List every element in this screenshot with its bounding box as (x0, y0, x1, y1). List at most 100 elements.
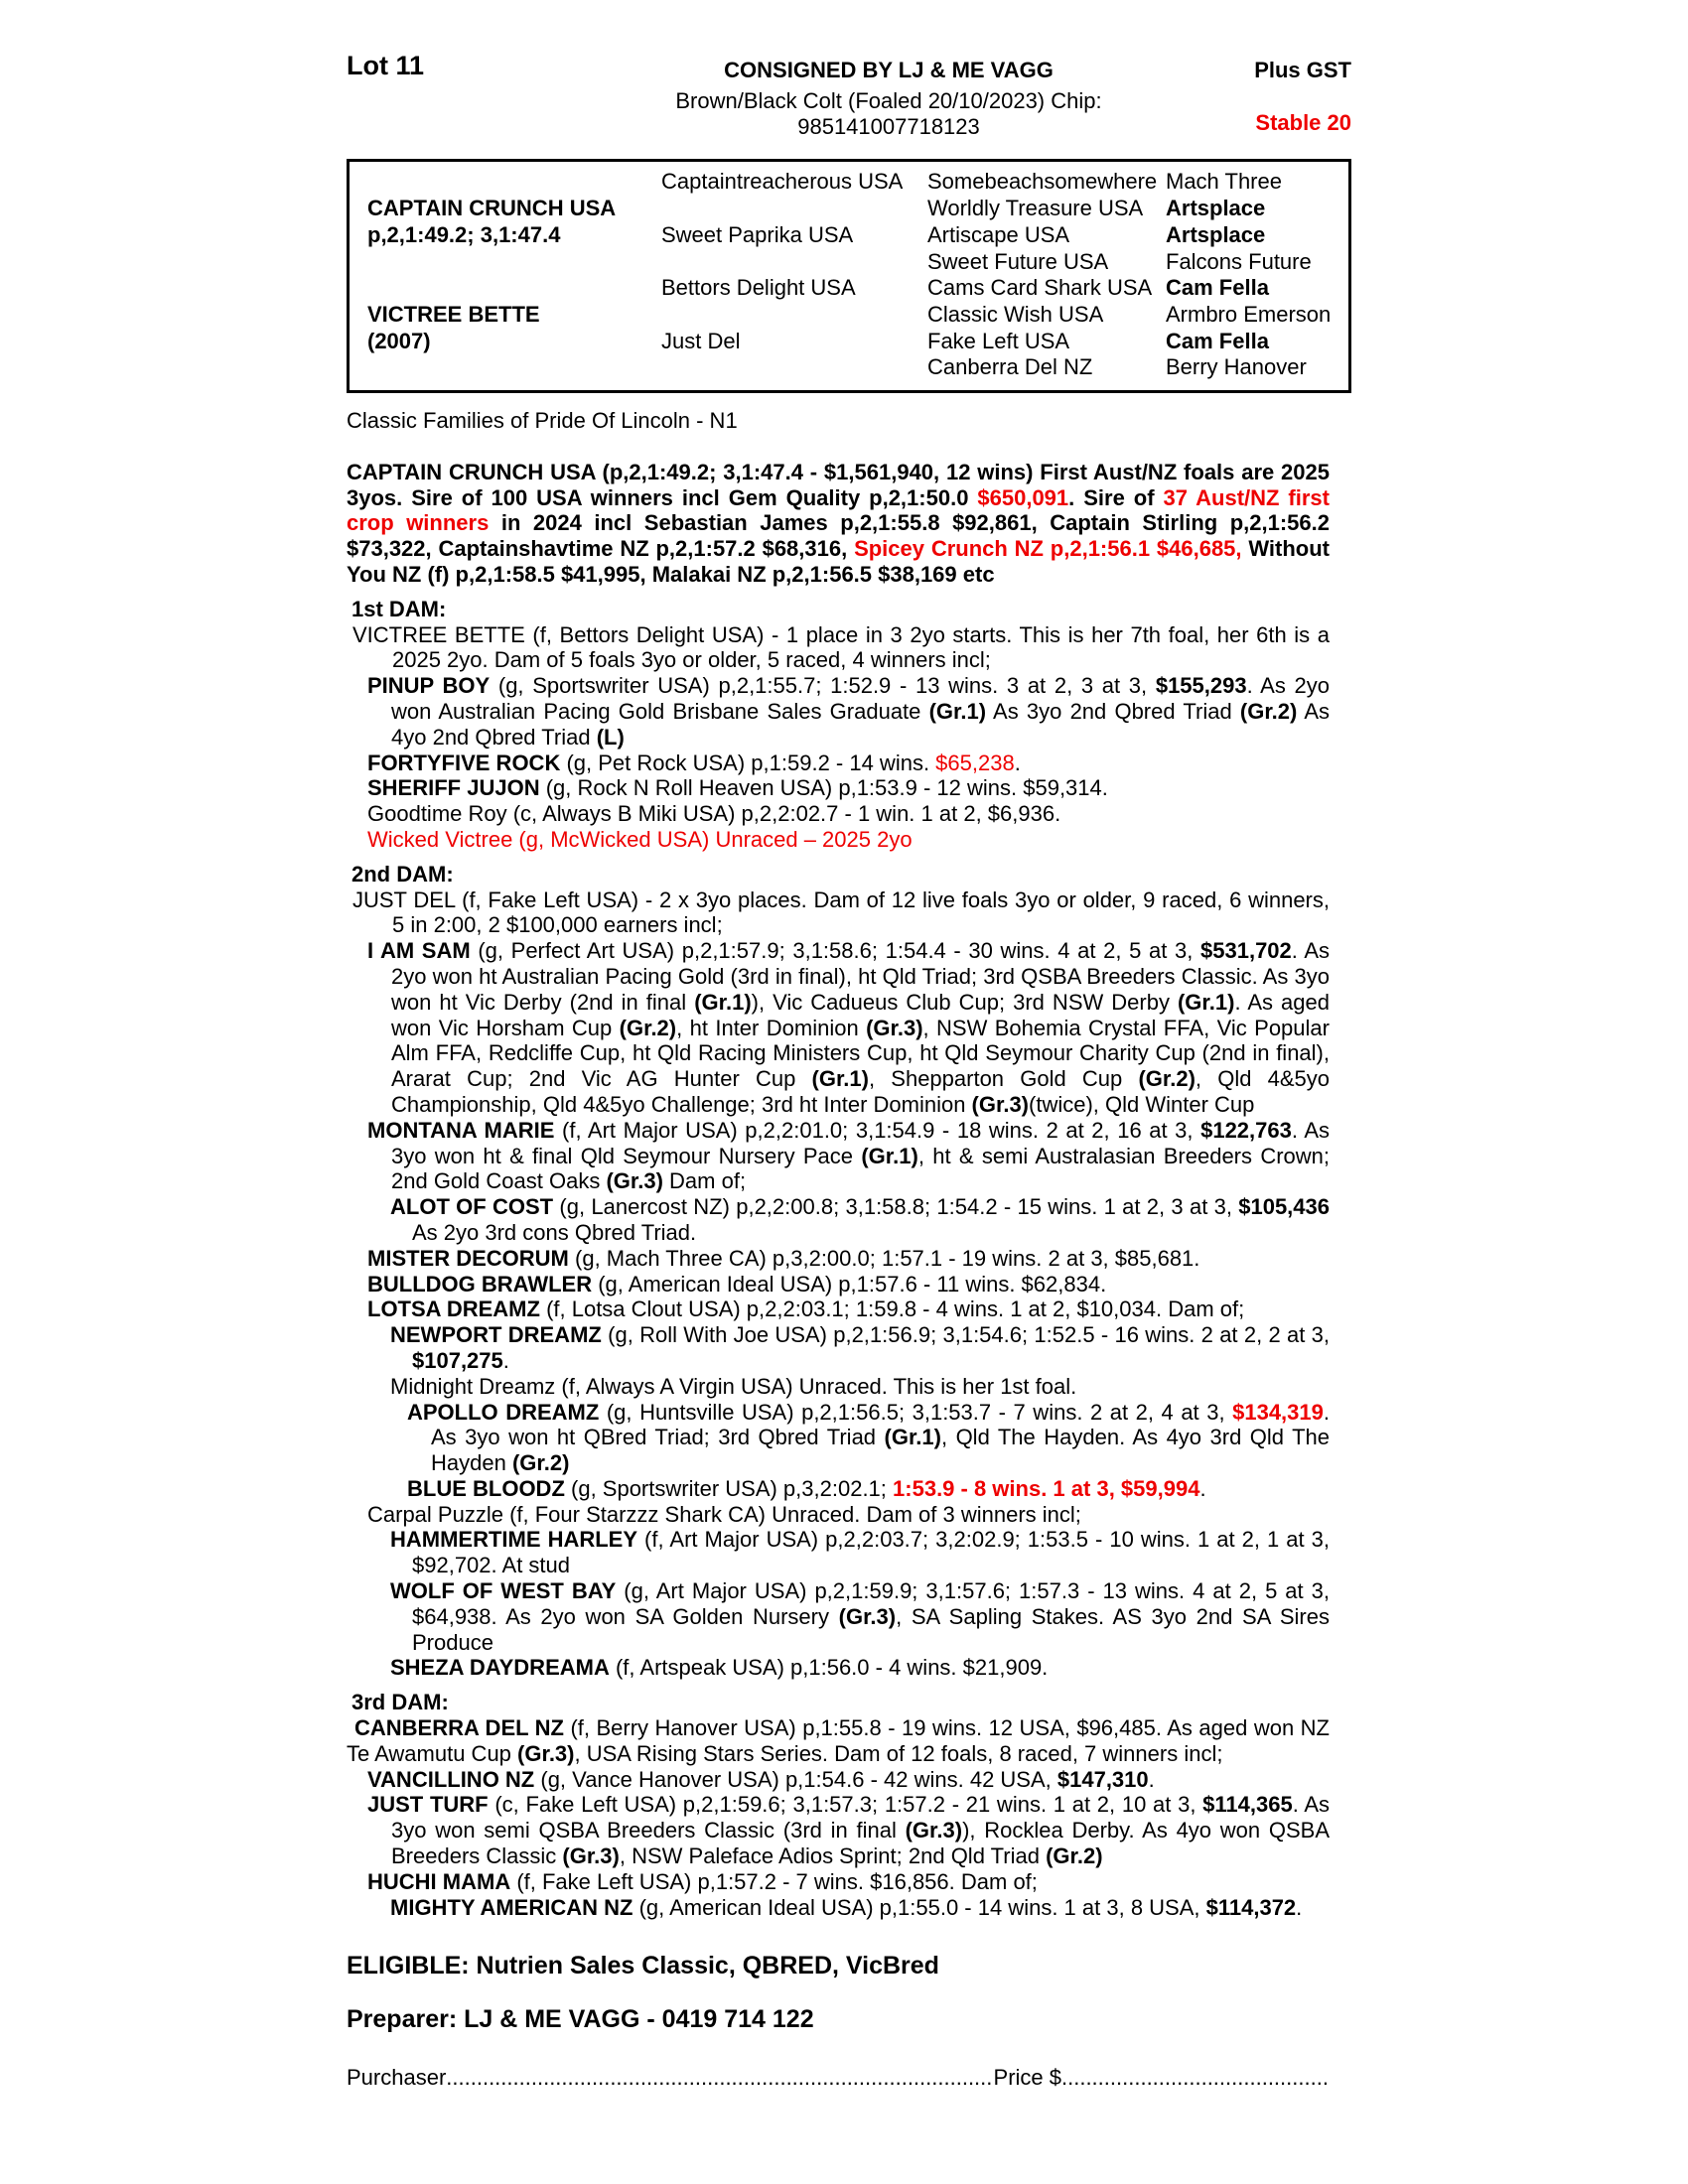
pedigree-entry: Carpal Puzzle (f, Four Starzzz Shark CA)… (347, 1502, 1330, 1528)
text-segment: (f, Art Major USA) p,2,2:03.7; 3,2:02.9;… (412, 1527, 1330, 1578)
text-segment: (Gr.3) (905, 1818, 963, 1843)
pedigree-entry: LOTSA DREAMZ (f, Lotsa Clout USA) p,2,2:… (347, 1297, 1330, 1322)
text-segment: , ht Inter Dominion (676, 1015, 867, 1040)
text-segment: . Sire of (1068, 484, 1164, 510)
text-segment: ), Rocklea Derby. As 4yo won QSBA Breede… (391, 1818, 1331, 1869)
text-segment: , USA Rising Stars Series. Dam of 12 foa… (574, 1740, 1223, 1766)
dam-heading: 3rd DAM: (352, 1690, 449, 1715)
pedigree-cell: p,2,1:49.2; 3,1:47.4 (367, 221, 561, 247)
pedigree-entry: MISTER DECORUM (g, Mach Three CA) p,3,2:… (347, 1246, 1330, 1272)
text-segment: (f, Lotsa Clout USA) p,2,2:03.1; 1:59.8 … (539, 1297, 1245, 1322)
pedigree-cell: Artsplace (1166, 196, 1266, 221)
text-segment: Midnight Dreamz (f, Always A Virgin USA)… (390, 1373, 1077, 1399)
pedigree-cell: Berry Hanover (1166, 354, 1307, 380)
text-segment: in 2024 incl Sebastian James p,2,1:55.8 … (347, 510, 1330, 562)
pedigree-cell: VICTREE BETTE (367, 301, 540, 327)
text-segment: (f, Artspeak USA) p,1:56.0 - 4 wins. $21… (609, 1655, 1049, 1681)
pedigree-entry: Midnight Dreamz (f, Always A Virgin USA)… (347, 1374, 1330, 1400)
sire-paragraph: CAPTAIN CRUNCH USA (p,2,1:49.2; 3,1:47.4… (347, 460, 1330, 588)
text-segment: MIGHTY AMERICAN NZ (390, 1894, 633, 1920)
text-segment: . As 3yo won semi QSBA Breeders Classic … (391, 1792, 1331, 1843)
pedigree-entry: Wicked Victree (g, McWicked USA) Unraced… (347, 827, 1330, 853)
text-segment: $134,319 (1232, 1399, 1324, 1425)
pedigree-cell: Somebeachsomewhere (927, 169, 1158, 195)
text-segment: (g, Sportswriter USA) p,2,1:55.7; 1:52.9… (490, 673, 1156, 699)
pedigree-table: Captaintreacherous USA Somebeachsomewhere… (347, 159, 1351, 394)
pedigree-entry: FORTYFIVE ROCK (g, Pet Rock USA) p,1:59.… (347, 751, 1330, 776)
price-fill-line[interactable]: ........................................… (1061, 2065, 1330, 2091)
text-segment: . (1014, 750, 1021, 775)
pedigree-entry: WOLF OF WEST BAY (g, Art Major USA) p,2,… (347, 1578, 1330, 1655)
text-segment: , ht & semi Australasian Breeders Crown;… (391, 1143, 1330, 1194)
pedigree-cell: Armbro Emerson (1166, 301, 1332, 327)
text-segment: Carpal Puzzle (f, Four Starzzz Shark CA)… (367, 1501, 1081, 1527)
text-segment: (Gr.3) (606, 1168, 663, 1194)
text-segment: . (1199, 1475, 1206, 1501)
pedigree-entry: JUST TURF (c, Fake Left USA) p,2,1:59.6;… (347, 1792, 1330, 1868)
text-segment: (L) (596, 724, 625, 750)
text-segment: HAMMERTIME HARLEY (390, 1527, 638, 1553)
pedigree-cell: Bettors Delight USA (661, 275, 856, 301)
text-segment: , NSW Paleface Adios Sprint; 2nd Qld Tri… (619, 1843, 1047, 1869)
pedigree-cell: Falcons Future (1166, 248, 1312, 274)
pedigree-cell: Cam Fella (1166, 275, 1269, 301)
pedigree-entry: NEWPORT DREAMZ (g, Roll With Joe USA) p,… (347, 1322, 1330, 1374)
text-segment: As 2yo 3rd cons Qbred Triad. (412, 1219, 697, 1245)
text-segment: . As 3yo won ht & final Qld Seymour Nurs… (391, 1117, 1331, 1168)
text-segment: Wicked Victree (g, McWicked USA) Unraced… (367, 826, 913, 852)
dam-sections: 1st DAM: VICTREE BETTE (f, Bettors Deligh… (347, 597, 1330, 1921)
pedigree-cell: Mach Three (1166, 169, 1282, 195)
text-segment: (f, Berry Hanover USA) p,1:55.8 - 19 win… (347, 1715, 1330, 1766)
dam-heading: 1st DAM: (352, 596, 447, 621)
pedigree-entry: SHERIFF JUJON (g, Rock N Roll Heaven USA… (347, 775, 1330, 801)
text-segment: $147,310 (1056, 1766, 1149, 1792)
text-segment: MONTANA MARIE (367, 1117, 555, 1143)
text-segment: APOLLO DREAMZ (407, 1399, 600, 1425)
text-segment: . (1296, 1894, 1303, 1920)
pedigree-cell: CAPTAIN CRUNCH USA (367, 196, 617, 221)
text-segment: BLUE BLOODZ (407, 1475, 565, 1501)
pedigree-entry: I AM SAM (g, Perfect Art USA) p,2,1:57.9… (347, 938, 1330, 1118)
pedigree-cell: Cams Card Shark USA (927, 275, 1153, 301)
pedigree-entry: Goodtime Roy (c, Always B Miki USA) p,2,… (347, 801, 1330, 827)
text-segment: I AM SAM (367, 938, 471, 964)
pedigree-entry: SHEZA DAYDREAMA (f, Artspeak USA) p,1:56… (347, 1655, 1330, 1681)
text-segment: (g, Sportswriter USA) p,3,2:02.1; (564, 1475, 894, 1501)
text-segment: ), Vic Cadueus Club Cup; 3rd NSW Derby (751, 989, 1178, 1015)
pedigree-entry: HAMMERTIME HARLEY (f, Art Major USA) p,2… (347, 1527, 1330, 1578)
text-segment: (g, Lanercost NZ) p,2,2:00.8; 3,1:58.8; … (553, 1194, 1239, 1220)
text-segment: , NSW Bohemia Crystal FFA, Vic Popular A… (391, 1015, 1330, 1092)
text-segment: (Gr.3) (562, 1843, 620, 1869)
text-segment: (g, Art Major USA) p,2,1:59.9; 3,1:57.6;… (412, 1578, 1330, 1629)
pedigree-cell: Just Del (661, 328, 741, 353)
text-segment: (Gr.2) (511, 1450, 570, 1476)
text-segment: BULLDOG BRAWLER (367, 1271, 593, 1297)
text-segment: (g, Roll With Joe USA) p,2,1:56.9; 3,1:5… (601, 1322, 1331, 1348)
pedigree-entry: BLUE BLOODZ (g, Sportswriter USA) p,3,2:… (347, 1476, 1330, 1502)
text-segment: . As 2yo won ht Australian Pacing Gold (… (391, 938, 1330, 1015)
purchaser-label: Purchaser (347, 2065, 447, 2091)
pedigree-entry: ALOT OF COST (g, Lanercost NZ) p,2,2:00.… (347, 1194, 1330, 1246)
pedigree-cell (367, 249, 661, 276)
pedigree-cell (661, 302, 927, 329)
eligibility-line: ELIGIBLE: Nutrien Sales Classic, QBRED, … (347, 1952, 939, 1980)
pedigree-cell: Sweet Paprika USA (661, 221, 854, 247)
text-segment: . (1148, 1766, 1155, 1792)
horse-description: Brown/Black Colt (Foaled 20/10/2023) Chi… (675, 87, 1102, 139)
text-segment: , SA Sapling Stakes. AS 3yo 2nd SA Sires… (412, 1603, 1330, 1655)
text-segment: MISTER DECORUM (367, 1245, 569, 1271)
pedigree-entry: BULLDOG BRAWLER (g, American Ideal USA) … (347, 1272, 1330, 1297)
text-segment: (g, Pet Rock USA) p,1:59.2 - 14 wins. (560, 750, 936, 775)
pedigree-entry: PINUP BOY (g, Sportswriter USA) p,2,1:55… (347, 673, 1330, 750)
pedigree-entry: JUST DEL (f, Fake Left USA) - 2 x 3yo pl… (347, 887, 1330, 939)
text-segment: (Gr.1) (884, 1425, 941, 1450)
text-segment: . As 3yo won ht QBred Triad; 3rd Qbred T… (431, 1399, 1330, 1450)
text-segment: CANBERRA DEL NZ (354, 1715, 564, 1741)
stable-number: Stable 20 (1255, 109, 1351, 135)
text-segment: As 3yo 2nd Qbred Triad (986, 698, 1240, 724)
text-segment: FORTYFIVE ROCK (367, 750, 561, 775)
text-segment: $114,365 (1202, 1792, 1293, 1818)
text-segment: HUCHI MAMA (367, 1868, 511, 1894)
purchaser-fill-line[interactable]: ........................................… (446, 2065, 993, 2091)
text-segment: $114,372 (1205, 1894, 1297, 1920)
